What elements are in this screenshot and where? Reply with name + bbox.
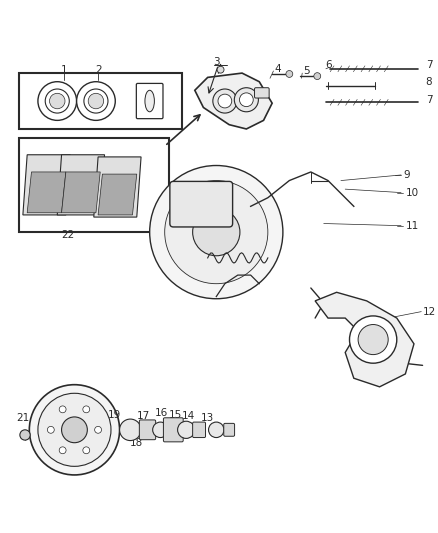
Circle shape [313, 72, 320, 79]
Circle shape [285, 70, 292, 77]
Text: 6: 6 [325, 60, 332, 70]
Text: 21: 21 [16, 413, 29, 423]
Text: 22: 22 [61, 230, 74, 240]
Text: 18: 18 [130, 438, 143, 448]
Circle shape [152, 422, 168, 438]
Polygon shape [98, 174, 137, 215]
Circle shape [83, 447, 89, 454]
FancyBboxPatch shape [163, 418, 183, 442]
Bar [18, 73, 181, 129]
Text: 17: 17 [136, 411, 149, 421]
Polygon shape [27, 172, 66, 213]
Text: 5: 5 [303, 66, 309, 76]
Text: 2: 2 [95, 64, 101, 75]
FancyBboxPatch shape [170, 181, 232, 227]
Polygon shape [94, 157, 141, 217]
Circle shape [59, 447, 66, 454]
Text: 13: 13 [201, 413, 214, 423]
Circle shape [212, 89, 237, 113]
Polygon shape [23, 155, 70, 215]
Text: 10: 10 [404, 188, 417, 198]
Circle shape [119, 419, 141, 441]
Bar [18, 138, 169, 232]
Circle shape [84, 89, 108, 113]
Text: 7: 7 [425, 60, 431, 70]
FancyBboxPatch shape [192, 422, 205, 438]
Polygon shape [61, 172, 100, 213]
Circle shape [217, 66, 223, 73]
Text: 11: 11 [404, 221, 418, 231]
Text: 20: 20 [69, 413, 81, 423]
Circle shape [83, 406, 89, 413]
Circle shape [49, 93, 65, 109]
Circle shape [20, 430, 30, 440]
Text: 8: 8 [425, 77, 431, 87]
Circle shape [177, 421, 194, 439]
FancyBboxPatch shape [136, 84, 162, 119]
Text: 9: 9 [403, 170, 409, 180]
Text: 3: 3 [212, 57, 219, 67]
Circle shape [95, 426, 101, 433]
Polygon shape [314, 292, 413, 387]
Circle shape [47, 426, 54, 433]
Text: 15: 15 [169, 410, 182, 420]
Polygon shape [194, 73, 272, 129]
Circle shape [149, 166, 282, 298]
Circle shape [357, 325, 387, 354]
Text: 12: 12 [422, 306, 435, 317]
Circle shape [61, 417, 87, 443]
Text: 1: 1 [60, 64, 67, 75]
Text: 16: 16 [155, 408, 168, 418]
FancyBboxPatch shape [254, 88, 268, 98]
FancyBboxPatch shape [139, 420, 155, 440]
Circle shape [59, 406, 66, 413]
FancyBboxPatch shape [223, 423, 234, 437]
Circle shape [349, 316, 396, 363]
Circle shape [239, 93, 253, 107]
Text: 7: 7 [425, 95, 431, 105]
Circle shape [45, 89, 69, 113]
Circle shape [38, 82, 76, 120]
Text: 4: 4 [274, 64, 280, 74]
Text: 14: 14 [181, 411, 194, 421]
Circle shape [208, 422, 223, 438]
Circle shape [38, 393, 111, 466]
Text: 19: 19 [107, 410, 120, 420]
Circle shape [218, 94, 231, 108]
Circle shape [192, 208, 240, 256]
Circle shape [29, 385, 119, 475]
Circle shape [76, 82, 115, 120]
Circle shape [164, 181, 267, 284]
Polygon shape [57, 155, 104, 215]
Circle shape [88, 93, 103, 109]
Circle shape [234, 88, 258, 112]
Ellipse shape [145, 90, 154, 112]
